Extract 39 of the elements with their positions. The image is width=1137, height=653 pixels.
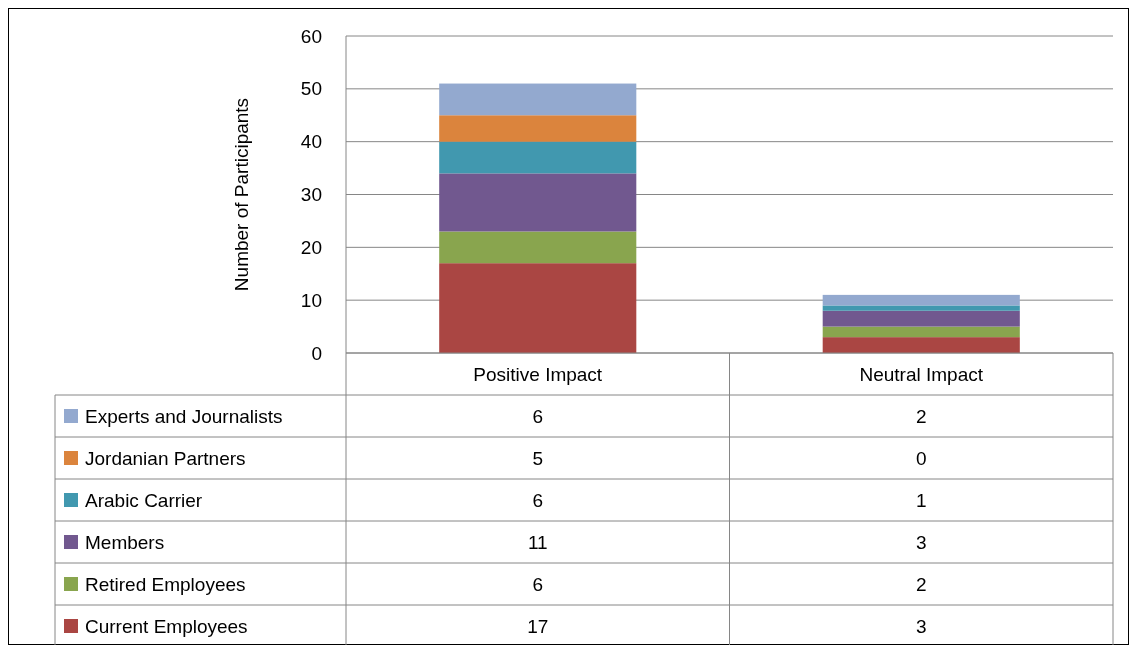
data-label: 6 <box>532 489 544 511</box>
bar <box>439 83 637 116</box>
data-label: 6 <box>532 573 544 595</box>
x-tick-label: Neutral Impact <box>859 363 984 385</box>
data-label: 2 <box>915 405 927 427</box>
bar <box>822 294 1020 306</box>
y-tick-label: 20 <box>300 236 322 258</box>
data-label: 2 <box>915 573 927 595</box>
bar <box>822 337 1020 353</box>
bar <box>439 115 637 142</box>
data-label: 1 <box>915 489 927 511</box>
data-label: 3 <box>915 615 927 637</box>
y-tick-label: 60 <box>300 25 322 47</box>
x-tick-label: Positive Impact <box>473 363 603 385</box>
legend-label: Arabic Carrier <box>85 489 203 511</box>
bar <box>439 231 637 264</box>
data-label: 6 <box>532 405 544 427</box>
legend-label: Current Employees <box>85 615 248 637</box>
legend-label: Retired Employees <box>85 573 246 595</box>
data-label: 3 <box>915 531 927 553</box>
data-label: 11 <box>527 531 548 553</box>
y-tick-label: 50 <box>300 78 322 100</box>
bar <box>439 141 637 174</box>
y-tick-label: 0 <box>311 342 322 364</box>
legend-label: Jordanian Partners <box>85 447 246 469</box>
bar <box>822 305 1020 311</box>
data-label: 5 <box>532 447 544 469</box>
y-tick-label: 40 <box>300 131 322 153</box>
y-tick-label: 10 <box>300 289 322 311</box>
legend-label: Members <box>85 531 165 553</box>
bar <box>439 263 637 353</box>
data-label: 17 <box>527 615 549 637</box>
y-axis-title: Number of Participants <box>231 97 252 292</box>
bar <box>822 310 1020 327</box>
bar <box>822 326 1020 338</box>
y-tick-label: 30 <box>300 184 322 206</box>
bar <box>439 173 637 232</box>
legend-label: Experts and Journalists <box>85 405 283 427</box>
data-label: 0 <box>915 447 927 469</box>
